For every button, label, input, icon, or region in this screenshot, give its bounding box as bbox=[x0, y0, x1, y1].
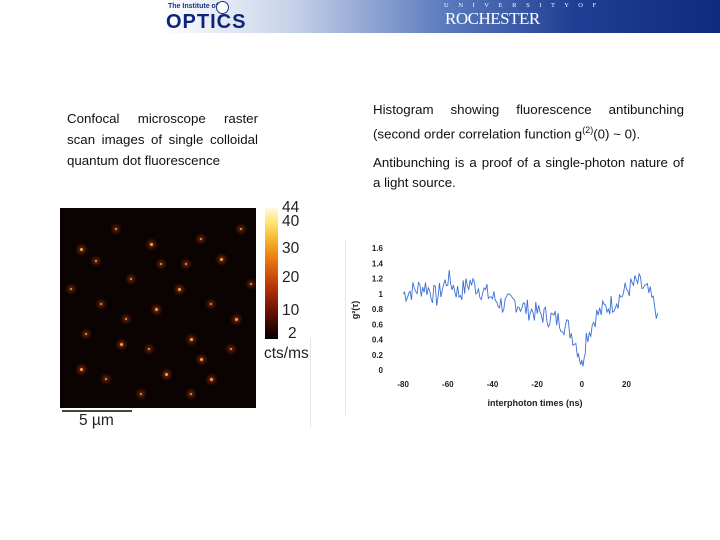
y-tick-label: 1.4 bbox=[372, 259, 384, 268]
divider bbox=[345, 240, 346, 415]
x-tick-label: -60 bbox=[442, 380, 454, 389]
quantum-dot bbox=[190, 338, 193, 341]
y-tick-label: 0.2 bbox=[372, 351, 384, 360]
quantum-dot bbox=[240, 228, 242, 230]
rochester-logo: ROCHESTER bbox=[445, 9, 540, 28]
right-text: Histogram showing fluorescence antibunch… bbox=[373, 100, 684, 202]
y-tick-label: 1 bbox=[379, 290, 384, 299]
quantum-dot bbox=[160, 263, 162, 265]
histogram-text: Histogram showing fluorescence antibunch… bbox=[373, 102, 684, 142]
quantum-dot bbox=[155, 308, 158, 311]
quantum-dot bbox=[148, 348, 150, 350]
quantum-dot bbox=[140, 393, 142, 395]
quantum-dot bbox=[178, 288, 181, 291]
quantum-dot bbox=[190, 393, 192, 395]
x-tick-label: 0 bbox=[580, 380, 585, 389]
optics-seal-icon bbox=[216, 1, 229, 14]
divider bbox=[310, 338, 311, 428]
x-tick-label: -20 bbox=[531, 380, 543, 389]
antibunching-description: Antibunching is a proof of a single-phot… bbox=[373, 155, 684, 191]
header-banner: The Institute of OPTICS U N I V E R S I … bbox=[0, 0, 720, 33]
quantum-dot bbox=[80, 248, 83, 251]
y-tick-label: 0.4 bbox=[372, 336, 384, 345]
colorbar-tick: 44 bbox=[282, 199, 300, 216]
colorbar bbox=[265, 208, 278, 339]
chart-axes: 0 0.2 0.4 0.6 0.8 1 1.2 1.4 1.6 -80 -60 -40 -20 0 20 bbox=[372, 244, 632, 389]
quantum-dot bbox=[120, 343, 123, 346]
quantum-dot bbox=[200, 358, 203, 361]
quantum-dot bbox=[130, 278, 132, 280]
optics-institute-label: The Institute of bbox=[168, 3, 219, 10]
quantum-dot bbox=[220, 258, 223, 261]
quantum-dot bbox=[100, 303, 102, 305]
quantum-dot bbox=[115, 228, 117, 230]
quantum-dot bbox=[80, 368, 83, 371]
superscript-2: (2) bbox=[582, 125, 594, 135]
y-tick-label: 1.2 bbox=[372, 275, 384, 284]
scale-bar bbox=[62, 410, 132, 412]
quantum-dot bbox=[85, 333, 87, 335]
colorbar-tick: 30 bbox=[282, 240, 300, 257]
g2-chart: 0 0.2 0.4 0.6 0.8 1 1.2 1.4 1.6 -80 -60 -40 -20 0 20 i… bbox=[350, 244, 659, 408]
university-label: U N I V E R S I T Y O F bbox=[444, 2, 601, 9]
quantum-dot bbox=[150, 243, 153, 246]
x-tick-label: -40 bbox=[487, 380, 499, 389]
quantum-dot bbox=[95, 260, 97, 262]
y-tick-label: 0 bbox=[379, 366, 384, 375]
quantum-dot bbox=[250, 283, 252, 285]
quantum-dot bbox=[105, 378, 107, 380]
colorbar-unit: cts/ms bbox=[264, 345, 309, 362]
colorbar-tick: 10 bbox=[282, 302, 300, 319]
y-tick-label: 0.6 bbox=[372, 320, 384, 329]
quantum-dot bbox=[165, 373, 168, 376]
y-tick-label: 1.6 bbox=[372, 244, 384, 253]
quantum-dot bbox=[200, 238, 202, 240]
raster-scan-image bbox=[60, 208, 256, 408]
quantum-dot bbox=[125, 318, 127, 320]
colorbar-tick: 2 bbox=[288, 325, 297, 342]
quantum-dot bbox=[235, 318, 238, 321]
x-tick-label: -80 bbox=[397, 380, 409, 389]
y-axis-label: g²(τ) bbox=[350, 301, 360, 320]
x-axis-label: interphoton times (ns) bbox=[488, 398, 583, 408]
quantum-dot bbox=[70, 288, 72, 290]
histogram-description: Histogram showing fluorescence antibunch… bbox=[373, 100, 684, 144]
optics-logo: OPTICS bbox=[166, 11, 247, 33]
series-line bbox=[402, 269, 659, 367]
quantum-dot bbox=[210, 378, 213, 381]
scale-bar-label: 5 µm bbox=[79, 412, 114, 429]
quantum-dot bbox=[185, 263, 187, 265]
quantum-dot bbox=[210, 303, 212, 305]
y-tick-label: 0.8 bbox=[372, 305, 384, 314]
left-caption: Confocal microscope raster scan images o… bbox=[67, 111, 258, 168]
x-tick-label: 20 bbox=[622, 380, 631, 389]
colorbar-tick: 40 bbox=[282, 213, 300, 230]
colorbar-tick: 20 bbox=[282, 269, 300, 286]
histogram-text-end: (0) ~ 0). bbox=[593, 126, 641, 142]
quantum-dot bbox=[230, 348, 232, 350]
